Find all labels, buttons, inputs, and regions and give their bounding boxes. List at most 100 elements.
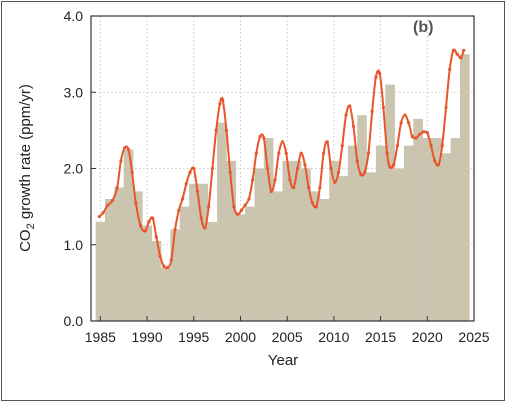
growth-rate-point: [403, 113, 407, 117]
annual-bar: [329, 160, 339, 321]
annual-bar: [151, 240, 162, 321]
x-tick-label: 1995: [178, 329, 209, 345]
growth-rate-point: [288, 178, 292, 182]
growth-rate-point: [247, 197, 251, 201]
growth-rate-point: [147, 220, 151, 224]
y-axis-label-co: CO: [17, 229, 34, 252]
growth-rate-point: [284, 151, 288, 155]
growth-rate-point: [322, 151, 326, 155]
y-tick-label: 2.0: [64, 161, 84, 177]
annual-bar: [207, 221, 218, 321]
y-axis-label-rest: growth rate (ppm/yr): [17, 84, 34, 223]
annual-bar: [366, 172, 377, 321]
growth-rate-point: [370, 109, 374, 113]
growth-rate-point: [143, 229, 147, 233]
annual-bar: [338, 176, 349, 321]
annual-bar: [142, 225, 153, 321]
growth-rate-point: [188, 170, 192, 174]
y-tick-label: 4.0: [64, 8, 84, 24]
growth-rate-point: [429, 144, 433, 148]
y-tick-label: 1.0: [64, 237, 84, 253]
growth-rate-point: [303, 163, 307, 167]
growth-rate-point: [307, 185, 311, 190]
monthly-series: [97, 48, 466, 270]
annual-bar: [403, 145, 414, 321]
y-tick-label: 3.0: [64, 84, 84, 100]
x-tick-label: 2025: [458, 329, 489, 345]
growth-rate-point: [101, 211, 105, 215]
annual-bar: [273, 191, 283, 321]
growth-rate-point: [414, 136, 418, 140]
growth-rate-point: [192, 166, 196, 171]
growth-rate-point: [359, 173, 363, 177]
annual-bar: [310, 191, 321, 321]
growth-rate-point: [440, 144, 444, 148]
growth-rate-point: [169, 258, 173, 262]
growth-rate-point: [134, 201, 138, 205]
annual-bar: [189, 183, 199, 321]
growth-rate-point: [459, 56, 463, 60]
x-axis-label: Year: [268, 352, 298, 369]
annual-bar: [422, 138, 433, 321]
growth-rate-point: [199, 216, 203, 220]
growth-rate-point: [421, 130, 426, 134]
growth-rate-point: [158, 254, 162, 258]
growth-rate-point: [273, 178, 277, 182]
annual-bar: [226, 160, 237, 321]
growth-rate-point: [123, 146, 127, 150]
growth-rate-point: [203, 226, 207, 230]
growth-rate-point: [344, 113, 348, 117]
growth-rate-point: [130, 170, 134, 174]
growth-rate-point: [295, 166, 300, 171]
growth-rate-point: [207, 205, 211, 209]
x-tick-label: 1985: [85, 329, 116, 345]
growth-rate-point: [314, 205, 318, 209]
growth-rate-point: [410, 134, 414, 139]
growth-rate-point: [97, 214, 102, 219]
growth-rate-point: [243, 203, 247, 207]
growth-rate-point: [378, 71, 382, 75]
growth-rate-point: [366, 151, 371, 155]
growth-rate-point: [177, 208, 181, 213]
annual-bar: [282, 160, 293, 321]
growth-rate-point: [119, 159, 123, 163]
growth-rate-point: [180, 197, 185, 201]
x-tick-label: 2000: [225, 329, 256, 345]
growth-rate-point: [214, 128, 218, 132]
annual-bar: [133, 191, 143, 321]
annual-bar: [198, 183, 209, 321]
x-tick-label: 2010: [318, 329, 349, 345]
growth-rate-point: [277, 151, 281, 155]
growth-rate-point: [110, 198, 115, 203]
annual-bar: [123, 149, 134, 321]
growth-rate-point: [433, 159, 437, 163]
growth-rate-point: [166, 266, 170, 270]
growth-rate-point: [355, 159, 359, 163]
growth-rate-point: [385, 151, 389, 155]
y-axis-label-sub: 2: [25, 223, 37, 229]
annual-bar: [291, 160, 302, 321]
annual-bar: [105, 199, 115, 321]
annual-bar: [441, 153, 451, 321]
ticks: 1985 1990 1995 2000 2005 2010 2015 2020 2025 0.0 1…: [64, 8, 490, 345]
growth-rate-point: [138, 224, 143, 228]
growth-rate-point: [455, 52, 459, 56]
growth-rate-point: [195, 189, 200, 193]
growth-rate-point: [436, 163, 441, 167]
growth-rate-point: [418, 132, 422, 136]
growth-rate-point: [262, 136, 266, 140]
growth-rate-point: [448, 67, 452, 71]
growth-rate-point: [269, 189, 273, 193]
annual-bar: [385, 84, 395, 321]
growth-rate-point: [292, 185, 296, 190]
growth-rate-point: [218, 102, 222, 106]
annual-bar: [450, 138, 461, 321]
growth-rate-point: [425, 131, 429, 135]
growth-rate-point: [228, 170, 232, 174]
growth-rate-point: [106, 203, 110, 207]
growth-rate-point: [444, 105, 448, 110]
growth-rate-point: [162, 264, 166, 268]
growth-rate-point: [265, 166, 270, 171]
annual-bars: [95, 54, 470, 321]
